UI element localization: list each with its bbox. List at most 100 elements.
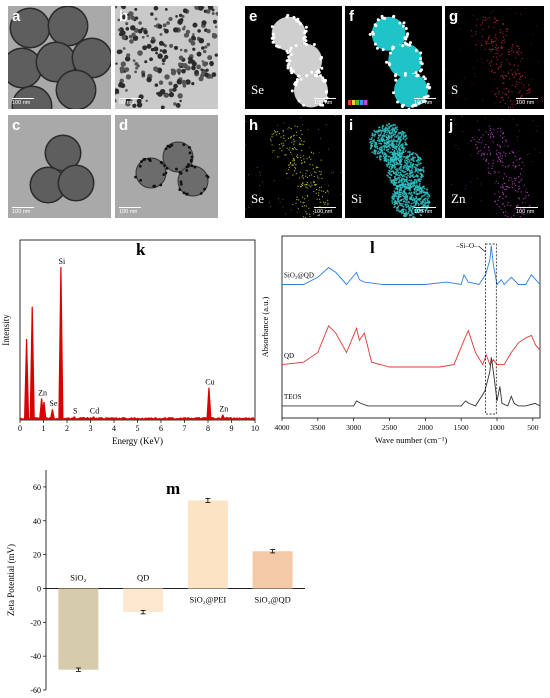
element-signal <box>417 168 420 171</box>
panel-letter-g: g <box>449 8 459 25</box>
element-signal <box>419 162 422 165</box>
element-signal <box>394 136 396 138</box>
background-signal <box>307 129 309 131</box>
panel-letter-d: d <box>119 117 129 134</box>
element-signal <box>302 144 304 146</box>
element-label: Se <box>251 191 264 206</box>
background-signal <box>294 140 296 142</box>
element-signal <box>407 208 410 210</box>
nanodot <box>150 12 154 16</box>
element-signal <box>499 146 501 148</box>
surface-dot <box>286 66 290 70</box>
nanodot <box>191 35 196 40</box>
background-signal <box>495 213 497 215</box>
element-signal <box>405 180 408 182</box>
element-signal <box>500 45 503 48</box>
element-signal <box>397 171 400 174</box>
surface-dot <box>392 15 396 19</box>
background-signal <box>510 150 512 152</box>
surface-dot <box>304 25 308 29</box>
surface-dot <box>148 159 152 163</box>
category-label: SiO₂@QD <box>254 594 290 604</box>
background-signal <box>317 174 319 176</box>
element-signal <box>495 180 497 182</box>
background-signal <box>471 82 473 84</box>
nanodot <box>200 68 204 72</box>
background-signal <box>477 120 479 122</box>
element-signal <box>293 162 295 164</box>
element-signal <box>497 52 499 54</box>
element-signal <box>400 187 403 190</box>
particle <box>288 43 323 78</box>
element-signal <box>305 175 307 177</box>
element-signal <box>489 153 491 156</box>
element-signal <box>502 155 504 157</box>
element-signal <box>282 142 284 144</box>
element-signal <box>492 165 494 167</box>
surface-dot <box>296 20 300 24</box>
element-signal <box>491 39 493 41</box>
element-signal <box>299 138 302 140</box>
element-signal <box>386 165 389 168</box>
micrograph-i: i 100 nm Si <box>345 115 442 218</box>
element-signal <box>519 187 521 190</box>
element-signal <box>297 154 299 156</box>
background-signal <box>526 213 528 215</box>
element-signal <box>378 156 381 159</box>
background-signal <box>455 144 457 146</box>
element-signal <box>413 209 416 212</box>
element-signal <box>383 156 386 159</box>
background-signal <box>293 160 295 162</box>
nanodot <box>125 74 132 80</box>
scale-bar <box>314 207 336 208</box>
element-signal <box>293 135 295 137</box>
background-signal <box>479 183 481 185</box>
micrograph-image <box>348 14 432 109</box>
element-signal <box>501 157 503 160</box>
element-signal <box>394 175 397 178</box>
element-signal <box>391 159 393 162</box>
x-tick-label: 2500 <box>382 423 397 432</box>
element-signal <box>373 152 375 155</box>
surface-dot <box>428 85 432 89</box>
element-signal <box>480 137 482 139</box>
surface-dot <box>297 74 301 78</box>
spectrum-peak <box>206 387 212 420</box>
element-signal <box>416 192 419 195</box>
element-signal <box>318 186 321 189</box>
element-signal <box>418 209 421 212</box>
background-signal <box>502 71 504 73</box>
element-signal <box>415 211 418 214</box>
background-signal <box>496 130 498 132</box>
element-signal <box>421 201 424 204</box>
element-signal <box>403 159 406 162</box>
element-signal <box>387 150 390 153</box>
element-signal <box>301 205 303 208</box>
element-signal <box>393 203 396 206</box>
surface-dot <box>182 143 186 147</box>
element-signal <box>379 133 382 136</box>
nanodot <box>154 83 159 87</box>
element-signal <box>401 186 404 189</box>
element-signal <box>374 153 377 155</box>
element-signal <box>319 206 321 208</box>
nanodot <box>151 36 155 41</box>
element-signal <box>412 206 415 209</box>
background-signal <box>459 28 461 30</box>
element-signal <box>523 84 525 86</box>
background-signal <box>462 131 464 133</box>
element-signal <box>321 190 323 192</box>
spectrum-peak <box>71 416 77 420</box>
element-signal <box>525 195 527 197</box>
nanodot <box>130 15 136 21</box>
surface-dot <box>293 81 297 85</box>
element-signal <box>398 178 400 180</box>
background-signal <box>302 123 304 125</box>
peak-label: Cd <box>90 406 99 415</box>
nanodot <box>198 76 204 82</box>
element-signal <box>477 151 480 153</box>
element-signal <box>269 138 272 140</box>
element-signal <box>487 134 489 136</box>
element-signal <box>477 152 479 155</box>
element-signal <box>421 168 424 171</box>
